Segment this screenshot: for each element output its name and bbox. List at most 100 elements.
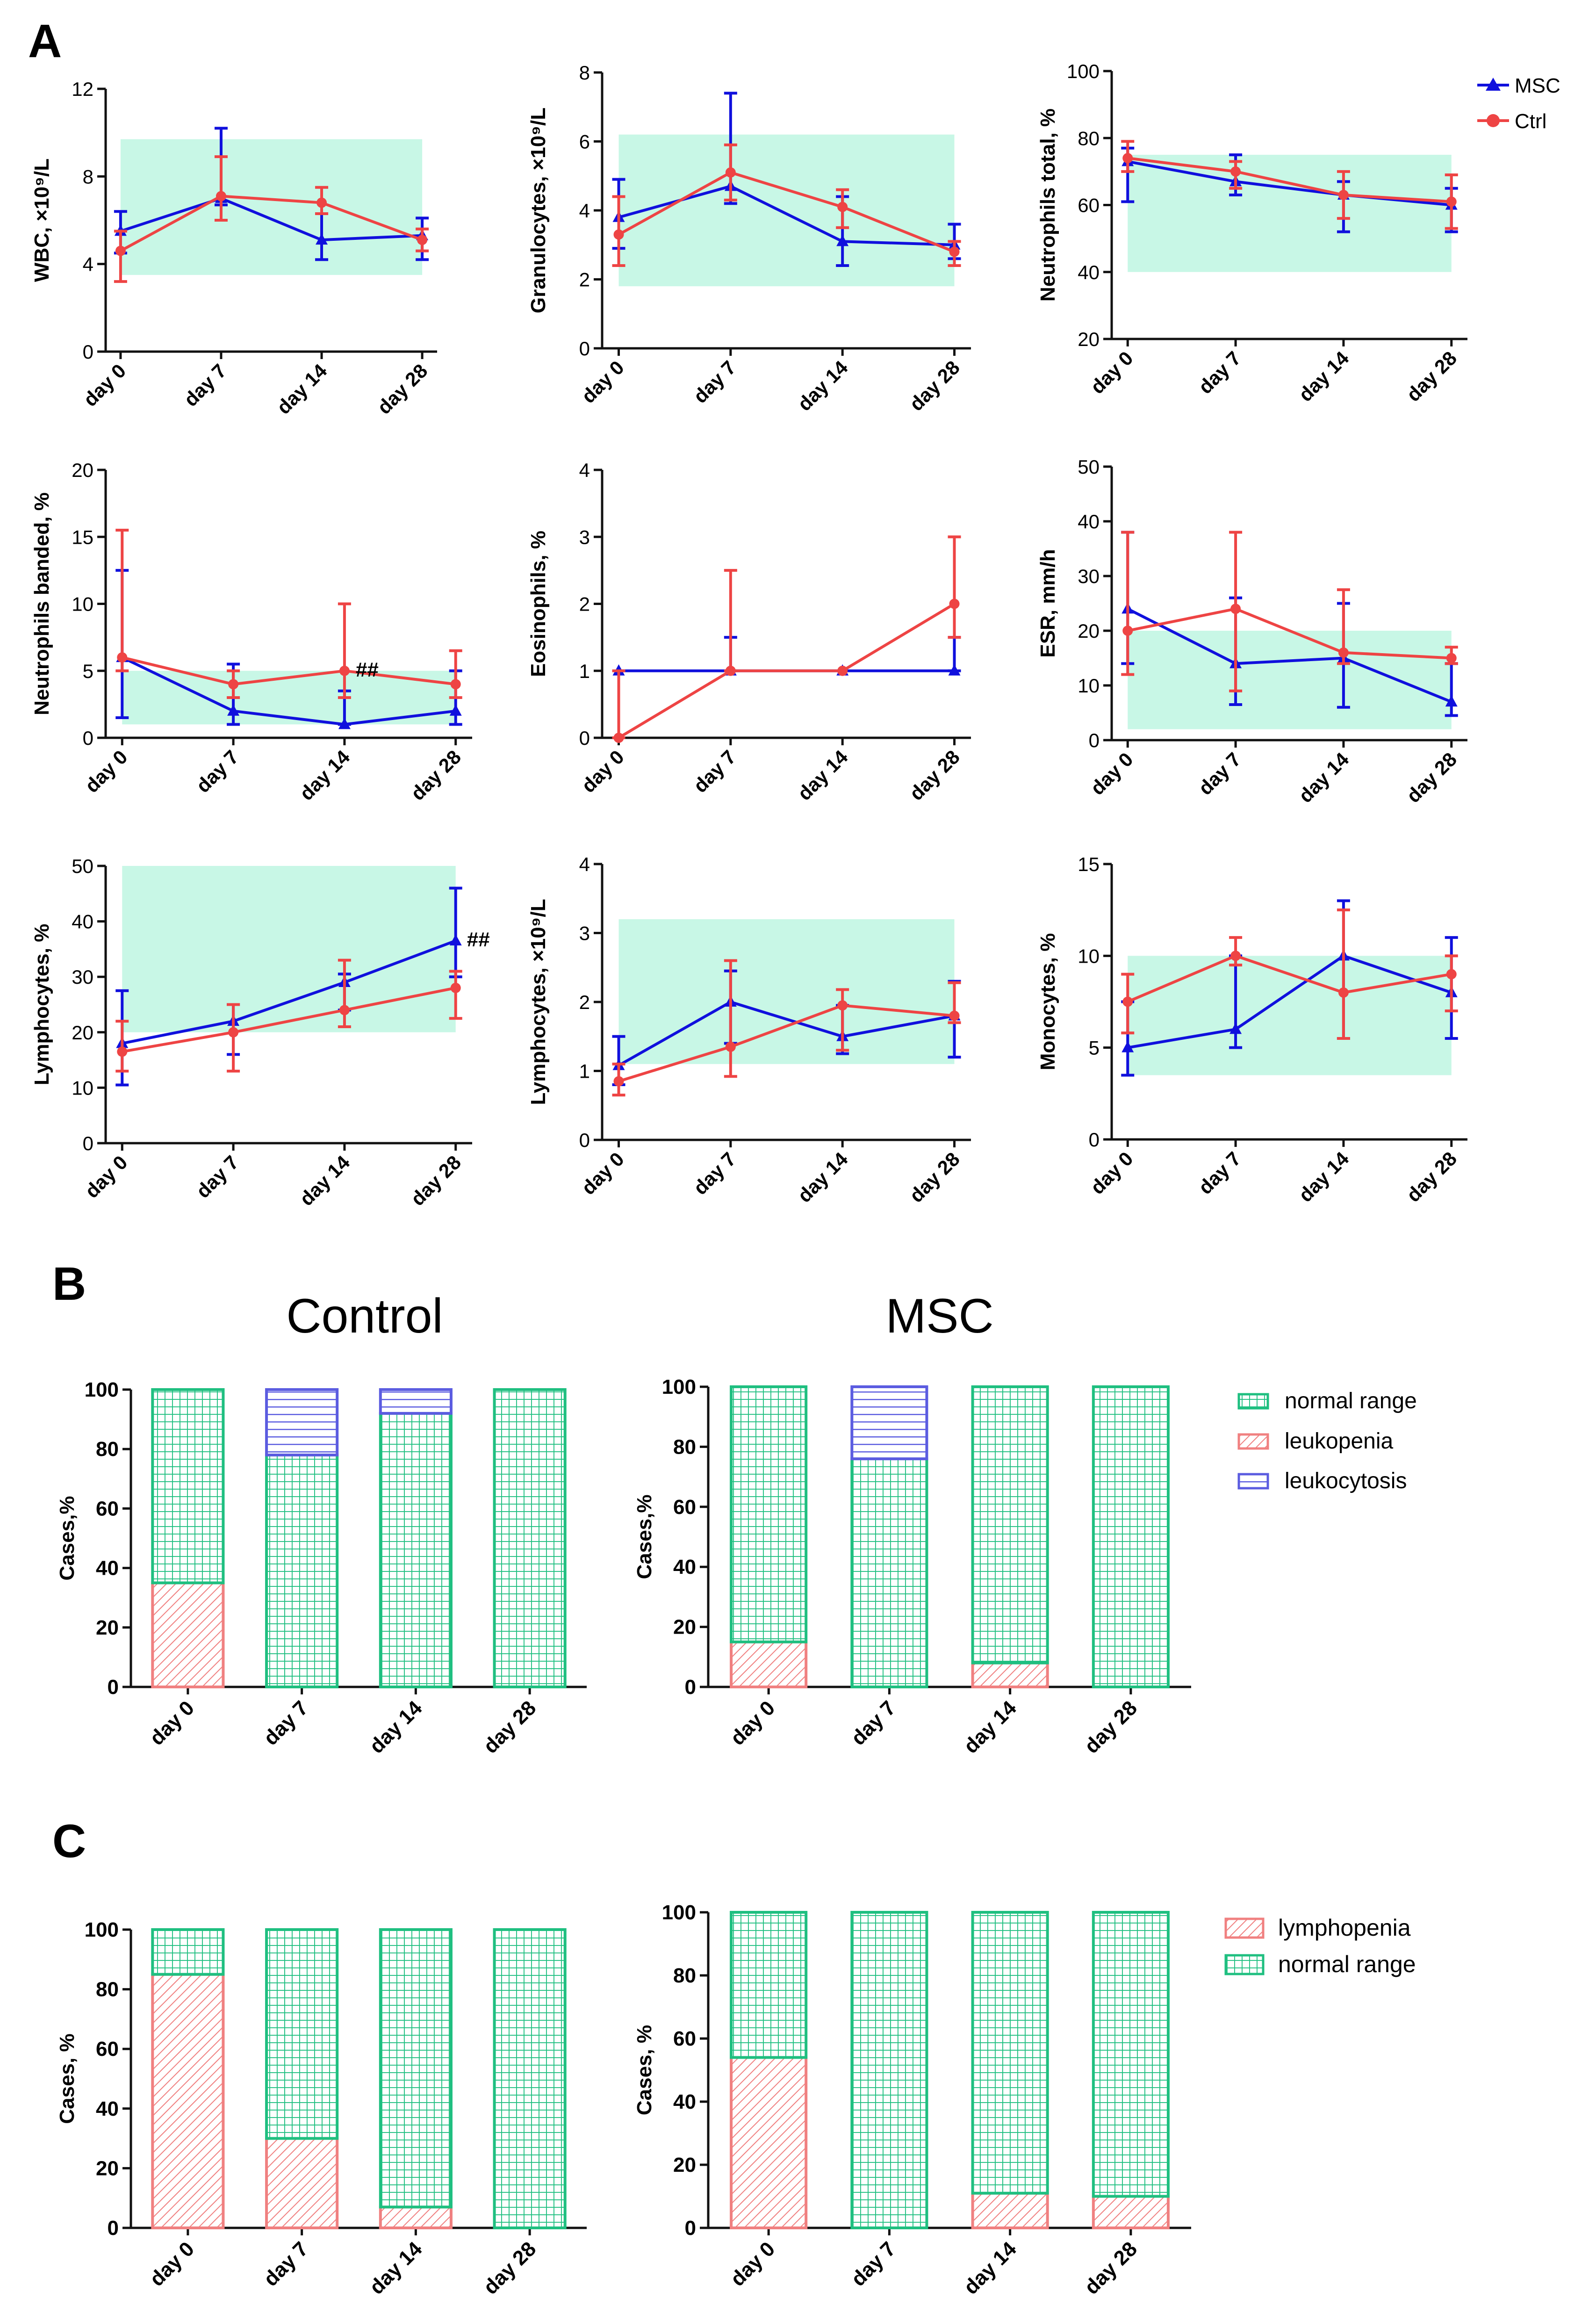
- y-tick-label: 30: [72, 966, 93, 988]
- bar-normal-range: [493, 1928, 567, 2229]
- x-tick-label: day 0: [726, 1696, 779, 1750]
- chart-lymphocytes_pct: 0 10 20 30 40 50 Lymphocytes, % day 0 day 7 day 1…: [30, 855, 490, 1210]
- y-axis-label: Neutrophils banded, %: [30, 492, 53, 715]
- x-tick-label: day 7: [1194, 748, 1245, 799]
- series-line: [1127, 607, 1452, 660]
- bar-normal-range: [730, 1911, 808, 2059]
- series-ctrl: [612, 959, 961, 1097]
- series-line: [1127, 160, 1452, 207]
- error-bar: [1445, 954, 1458, 1013]
- y-tick-label: 0: [579, 338, 590, 360]
- y-tick-label: 50: [72, 855, 93, 877]
- bar-normal-range: [730, 1385, 808, 1643]
- series-ctrl: [115, 958, 462, 1073]
- bar-normal-range: [265, 1453, 339, 1688]
- bar-normal-range: [1092, 1385, 1170, 1688]
- chart-neutrophils_banded: 0 5 10 15 20 Neutrophils banded, % day 0 day 7 d…: [30, 459, 472, 805]
- data-point: [1230, 951, 1241, 961]
- x-tick-label: day 0: [1086, 1147, 1137, 1198]
- x-tick-label: day 7: [847, 2237, 900, 2291]
- bar-leukopenia: [151, 1581, 225, 1688]
- bar-lymphopenia: [971, 2191, 1049, 2229]
- x-tick-label: day 14: [273, 360, 331, 418]
- y-axis-label: Neutrophils total, %: [1036, 108, 1059, 302]
- bar-normal-range: [971, 1385, 1049, 1664]
- error-bar: [449, 970, 462, 1020]
- x-tick-label: day 0: [577, 746, 628, 797]
- y-tick-label: 0: [1089, 729, 1100, 751]
- x-tick-label: day 7: [1194, 347, 1245, 398]
- y-tick-label: 1: [579, 660, 590, 682]
- y-tick-label: 8: [83, 166, 93, 187]
- data-point: [949, 1010, 960, 1021]
- series-ctrl: [115, 528, 462, 699]
- y-axis-label: Cases, %: [633, 2025, 656, 2115]
- data-point: [417, 235, 428, 245]
- title-control: Control: [286, 1289, 443, 1343]
- data-point: [1446, 196, 1457, 207]
- legend-b: normal range leukopenia leukocytosis: [1237, 1389, 1417, 1493]
- data-point: [1338, 190, 1349, 201]
- legend-c-normal-swatch: [1224, 1954, 1265, 1975]
- error-bar: [836, 988, 849, 1052]
- series-ctrl: [1121, 908, 1458, 1040]
- series-ctrl: [1121, 531, 1458, 692]
- y-tick-label: 40: [1078, 261, 1100, 283]
- y-tick-label: 80: [673, 1964, 696, 1987]
- series-line: [122, 986, 456, 1053]
- y-tick-label: 4: [579, 200, 590, 222]
- bar-leukopenia: [730, 1640, 808, 1688]
- series-line: [1127, 954, 1452, 1003]
- y-tick-label: 20: [96, 1616, 119, 1639]
- bar-normal-range: [493, 1388, 567, 1688]
- x-tick-label: day 7: [180, 360, 230, 411]
- bar-normal-range: [850, 1457, 928, 1689]
- x-tick-label: day 14: [793, 356, 852, 415]
- data-point: [1122, 153, 1133, 164]
- x-tick-label: day 28: [1402, 347, 1461, 406]
- bar-normal-range: [151, 1928, 225, 1976]
- y-tick-label: 0: [83, 727, 93, 749]
- title-msc: MSC: [885, 1289, 993, 1343]
- series-line: [618, 1004, 955, 1083]
- legend-a: MSC Ctrl: [1477, 74, 1560, 133]
- y-axis-label: Eosinophils, %: [527, 531, 550, 677]
- chart-lymph_cases_control: 0 20 40 60 80 100 Cases, % day 0 day 7 day 14 day …: [56, 1918, 587, 2299]
- x-tick-label: day 14: [793, 746, 852, 805]
- y-axis-label: Granulocytes, ×10⁹/L: [527, 108, 550, 313]
- x-tick-label: day 7: [192, 1151, 243, 1202]
- data-point: [837, 665, 848, 676]
- y-tick-label: 100: [85, 1918, 119, 1941]
- x-tick-label: day 0: [145, 1696, 199, 1750]
- x-tick-label: day 14: [365, 1696, 427, 1758]
- series-line: [121, 656, 456, 726]
- x-tick-label: day 7: [689, 356, 740, 407]
- data-point: [1122, 1041, 1134, 1052]
- reference-range-band: [1128, 956, 1452, 1075]
- x-tick-label: day 14: [959, 1696, 1021, 1758]
- series-ctrl: [114, 155, 429, 283]
- chart-eosinophils: 0 1 2 3 4 Eosinophils, % day 0 day 7 day 14 day 2…: [527, 459, 971, 805]
- data-point: [339, 665, 350, 676]
- y-tick-label: 0: [685, 1676, 696, 1699]
- reference-range-band: [618, 919, 955, 1064]
- bar-normal-range: [1092, 1911, 1170, 2198]
- data-point: [1122, 626, 1133, 636]
- series-line: [618, 185, 955, 246]
- data-point: [316, 233, 328, 245]
- series-ctrl: [612, 143, 961, 267]
- data-point: [1230, 604, 1241, 614]
- x-tick-label: day 28: [406, 1151, 465, 1210]
- x-tick-label: day 28: [479, 1696, 541, 1758]
- data-point: [837, 202, 848, 212]
- x-tick-label: day 0: [145, 2237, 199, 2291]
- data-point: [613, 229, 624, 240]
- y-tick-label: 20: [1078, 620, 1100, 642]
- y-tick-label: 20: [72, 1022, 93, 1044]
- data-point: [117, 1046, 128, 1057]
- y-tick-label: 6: [579, 131, 590, 153]
- x-tick-label: day 28: [905, 1148, 964, 1207]
- x-tick-label: day 0: [577, 356, 628, 407]
- series-ctrl: [612, 535, 961, 743]
- y-tick-label: 60: [673, 2027, 696, 2050]
